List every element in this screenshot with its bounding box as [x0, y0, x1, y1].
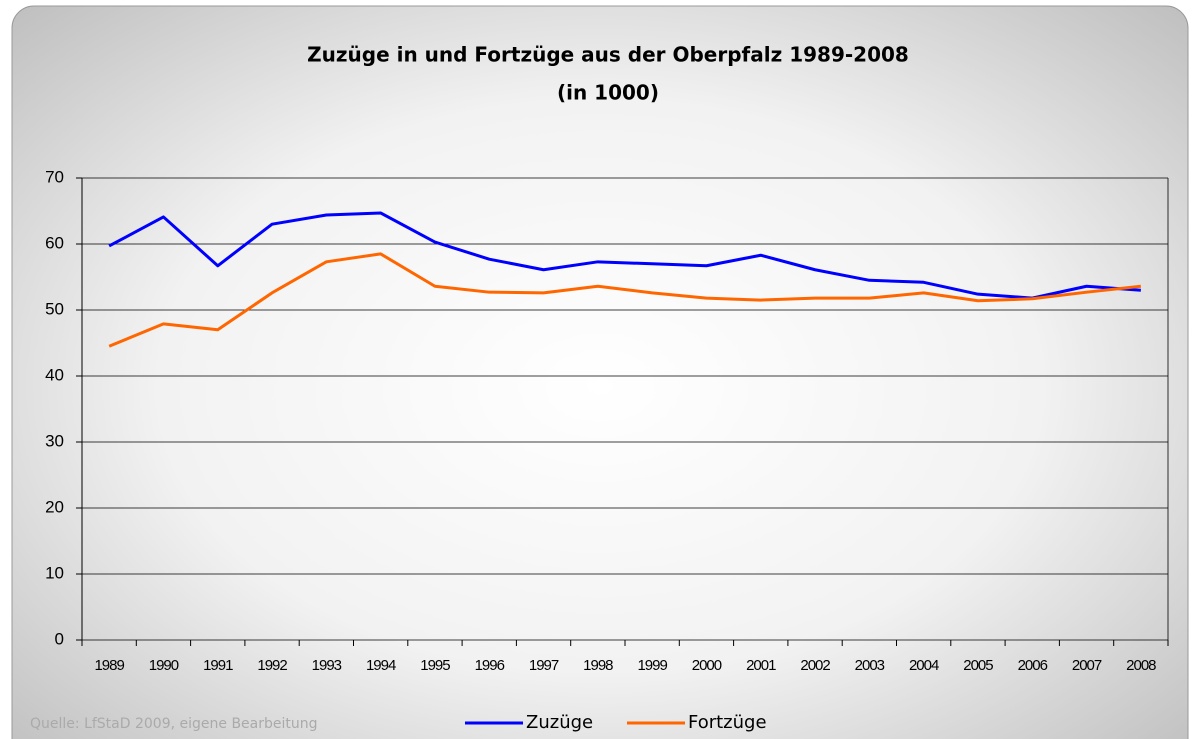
data-line [108, 211, 1141, 300]
x-tick-label: 2008 [1126, 657, 1156, 674]
y-tick-label: 30 [45, 431, 64, 450]
x-tick-label: 1995 [420, 657, 450, 674]
y-tick-label: 60 [45, 233, 64, 252]
y-tick-label: 10 [45, 563, 64, 582]
source-note: Quelle: LfStaD 2009, eigene Bearbeitung [30, 716, 318, 732]
x-tick-label: 2004 [909, 657, 939, 674]
x-tick-label: 1996 [475, 657, 505, 674]
x-tick-label: 2000 [692, 657, 722, 674]
x-tick-label: 2006 [1018, 657, 1048, 674]
data-line [108, 252, 1142, 348]
x-tick-label: 1989 [94, 657, 124, 674]
y-tick-label: 70 [45, 167, 64, 186]
x-tick-label: 2005 [963, 657, 993, 674]
x-tick-label: 1992 [257, 657, 287, 674]
x-tick-label: 1997 [529, 657, 559, 674]
x-tick-label: 1994 [366, 657, 396, 674]
x-tick-label: 2007 [1072, 657, 1102, 674]
x-tick-label: 1993 [312, 657, 342, 674]
legend-label: Zuzüge [526, 712, 593, 733]
x-tick-label: 2003 [855, 657, 885, 674]
x-tick-label: 2001 [746, 657, 776, 674]
legend-label: Fortzüge [688, 712, 767, 733]
x-tick-label: 1999 [637, 657, 667, 674]
x-tick-label: 1991 [203, 657, 233, 674]
y-tick-label: 40 [45, 365, 64, 384]
x-tick-label: 1998 [583, 657, 613, 674]
chart-title: Zuzüge in und Fortzüge aus der Oberpfalz… [307, 43, 909, 67]
chart-background [11, 5, 1189, 739]
x-tick-label: 1990 [149, 657, 179, 674]
y-tick-label: 0 [55, 629, 64, 648]
chart-subtitle: (in 1000) [557, 81, 659, 105]
x-tick-label: 2002 [800, 657, 830, 674]
y-tick-label: 20 [45, 497, 64, 516]
y-tick-label: 50 [45, 299, 64, 318]
